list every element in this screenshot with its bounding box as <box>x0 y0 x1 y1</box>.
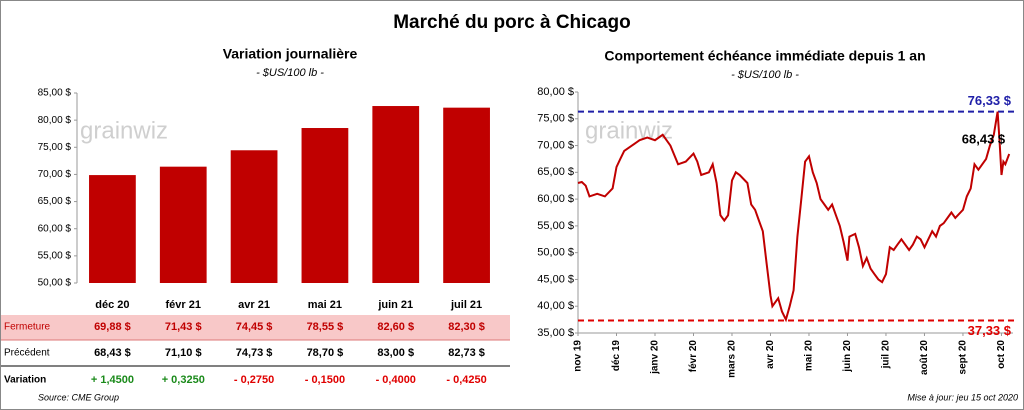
highlight-row <box>1 315 510 340</box>
update: Mise à jour: jeu 15 oct 2020 <box>907 392 1018 402</box>
cell: - 0,4000 <box>376 374 416 386</box>
row-label: Fermeture <box>4 322 51 333</box>
y-tick-label: 45,00 $ <box>537 273 574 285</box>
watermark: grainwiz <box>585 117 673 144</box>
cell: 74,45 $ <box>236 321 273 333</box>
y-tick-label: 35,00 $ <box>537 327 574 339</box>
source: Source: CME Group <box>38 392 119 402</box>
reference-label: 37,33 $ <box>968 323 1012 338</box>
cell: 82,73 $ <box>448 347 485 359</box>
x-tick-label: févr 21 <box>166 299 201 311</box>
y-tick-label: 50,00 $ <box>38 278 72 289</box>
cell: + 1,4500 <box>91 374 134 386</box>
price-line <box>577 111 1011 323</box>
y-tick-label: 70,00 $ <box>537 139 574 151</box>
bar <box>372 106 420 284</box>
watermark: grainwiz <box>80 117 168 144</box>
x-tick-label: déc 19 <box>611 340 622 372</box>
cell: 78,70 $ <box>307 347 344 359</box>
row-label: Précédent <box>4 348 50 359</box>
x-tick-label: déc 20 <box>95 299 129 311</box>
cell: 69,88 $ <box>94 321 131 333</box>
x-tick-label: sept 20 <box>958 340 969 375</box>
cell: 71,43 $ <box>165 321 202 333</box>
bar <box>301 128 349 283</box>
cell: 78,55 $ <box>307 321 344 333</box>
row-label: Variation <box>4 375 46 386</box>
x-tick-label: juin 20 <box>842 340 853 373</box>
y-tick-label: 80,00 $ <box>38 115 72 126</box>
bar <box>89 175 136 283</box>
x-tick-label: août 20 <box>919 340 930 375</box>
x-tick-label: nov 19 <box>573 340 584 372</box>
bar <box>230 150 278 283</box>
x-tick-label: avr 20 <box>765 340 776 369</box>
chart-subtitle: - $US/100 lb - <box>731 69 799 81</box>
y-tick-label: 40,00 $ <box>537 300 574 312</box>
cell: 82,60 $ <box>377 321 414 333</box>
bar <box>443 107 490 284</box>
y-tick-label: 75,00 $ <box>537 113 574 125</box>
y-tick-label: 80,00 $ <box>537 86 574 98</box>
bar <box>159 166 207 283</box>
cell: - 0,4250 <box>446 374 486 386</box>
y-tick-label: 60,00 $ <box>537 193 574 205</box>
page-title: Marché du porc à Chicago <box>393 12 631 33</box>
y-tick-label: 55,00 $ <box>537 220 574 232</box>
cell: - 0,2750 <box>234 374 274 386</box>
x-tick-label: juin 21 <box>377 299 413 311</box>
cell: 82,30 $ <box>448 321 485 333</box>
x-tick-label: oct 20 <box>996 340 1007 369</box>
chart-subtitle: - $US/100 lb - <box>256 67 324 79</box>
x-tick-label: mai 21 <box>308 299 342 311</box>
y-tick-label: 60,00 $ <box>38 223 72 234</box>
cell: + 0,3250 <box>162 374 205 386</box>
cell: - 0,1500 <box>305 374 345 386</box>
x-tick-label: févr 20 <box>688 340 699 373</box>
x-tick-label: juil 20 <box>881 340 892 370</box>
annotation: 68,43 $ <box>962 131 1006 146</box>
y-tick-label: 85,00 $ <box>38 88 72 99</box>
y-tick-label: 65,00 $ <box>38 196 72 207</box>
cell: 71,10 $ <box>165 347 202 359</box>
chart-title: Comportement échéance immédiate depuis 1… <box>604 48 925 64</box>
x-tick-label: mars 20 <box>727 340 738 378</box>
x-tick-label: janv 20 <box>650 340 661 375</box>
x-tick-label: mai 20 <box>804 340 815 372</box>
reference-label: 76,33 $ <box>968 93 1012 108</box>
y-tick-label: 50,00 $ <box>537 247 574 259</box>
cell: 83,00 $ <box>377 347 414 359</box>
cell: 68,43 $ <box>94 347 131 359</box>
x-tick-label: juil 21 <box>450 299 482 311</box>
y-tick-label: 65,00 $ <box>537 166 574 178</box>
cell: 74,73 $ <box>236 347 273 359</box>
x-tick-label: avr 21 <box>238 299 270 311</box>
y-tick-label: 55,00 $ <box>38 250 72 261</box>
chart-title: Variation journalière <box>223 46 358 62</box>
y-tick-label: 70,00 $ <box>38 169 72 180</box>
y-tick-label: 75,00 $ <box>38 142 72 153</box>
